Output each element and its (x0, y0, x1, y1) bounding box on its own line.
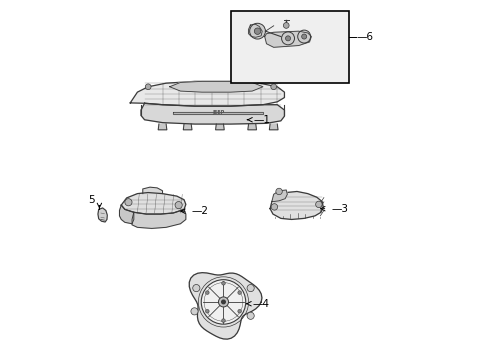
Circle shape (250, 23, 266, 39)
Circle shape (191, 308, 198, 315)
Circle shape (201, 280, 245, 324)
Circle shape (125, 199, 132, 206)
Polygon shape (248, 24, 262, 37)
Polygon shape (189, 273, 262, 339)
Text: —6: —6 (357, 32, 374, 41)
Circle shape (271, 204, 278, 210)
Polygon shape (158, 124, 167, 130)
Polygon shape (173, 112, 263, 114)
Polygon shape (130, 81, 285, 106)
Polygon shape (265, 31, 311, 47)
Circle shape (175, 202, 182, 209)
Bar (231, 12, 349, 83)
Circle shape (221, 319, 225, 322)
Text: 5: 5 (88, 195, 95, 205)
Circle shape (282, 32, 294, 45)
Circle shape (205, 291, 209, 294)
Circle shape (221, 282, 225, 285)
Text: —3: —3 (331, 204, 348, 214)
Polygon shape (272, 190, 287, 202)
Circle shape (193, 284, 200, 292)
Circle shape (298, 30, 311, 43)
Text: —2: —2 (191, 206, 208, 216)
Circle shape (205, 310, 209, 313)
Circle shape (254, 28, 261, 35)
Polygon shape (216, 124, 224, 130)
Circle shape (247, 284, 254, 292)
Polygon shape (170, 81, 263, 92)
Polygon shape (270, 192, 323, 220)
Circle shape (286, 36, 291, 41)
Polygon shape (143, 187, 163, 194)
Polygon shape (248, 124, 256, 130)
Polygon shape (183, 124, 192, 130)
Circle shape (221, 300, 225, 304)
Circle shape (146, 84, 151, 90)
Circle shape (238, 291, 242, 294)
Text: —1: —1 (254, 115, 271, 125)
Polygon shape (120, 205, 134, 224)
Circle shape (271, 84, 276, 90)
Circle shape (247, 312, 254, 319)
Polygon shape (270, 124, 278, 130)
Text: —4: —4 (253, 299, 270, 309)
Polygon shape (98, 208, 107, 222)
Text: JEEP: JEEP (212, 111, 224, 116)
Polygon shape (122, 193, 186, 214)
Circle shape (219, 297, 228, 307)
Circle shape (316, 201, 322, 208)
Circle shape (238, 310, 242, 313)
Circle shape (276, 188, 282, 195)
Polygon shape (132, 210, 186, 228)
Circle shape (302, 34, 307, 39)
Circle shape (283, 23, 289, 28)
Polygon shape (141, 103, 285, 124)
